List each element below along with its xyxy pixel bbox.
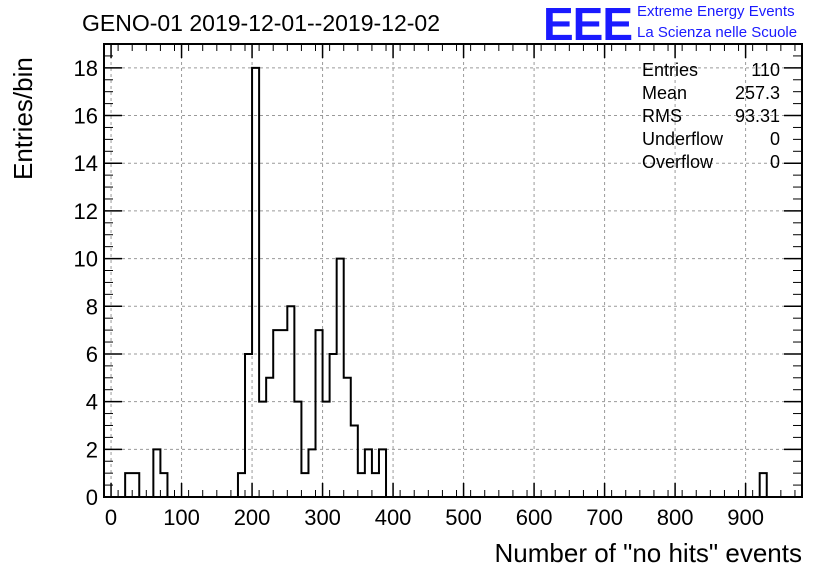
- x-tick-label: 300: [304, 505, 341, 530]
- grid-lines: [104, 44, 802, 497]
- stat-row-overflow: Overflow 0: [642, 151, 780, 174]
- logo-text-line2: La Scienza nelle Scuole: [637, 24, 798, 41]
- y-tick-label: 10: [74, 247, 98, 272]
- x-tick-label: 400: [375, 505, 412, 530]
- stat-row-underflow: Underflow 0: [642, 128, 780, 151]
- x-tick-label: 600: [516, 505, 553, 530]
- stat-value: 257.3: [734, 83, 780, 103]
- logo-text-line1: Extreme Energy Events: [637, 3, 795, 20]
- x-tick-label: 700: [586, 505, 623, 530]
- x-tick-label: 0: [105, 505, 117, 530]
- stat-row-entries: Entries 110: [642, 59, 780, 82]
- y-tick-label: 8: [86, 294, 98, 319]
- stat-value: 0: [769, 129, 780, 149]
- y-axis-label: Entries/bin: [8, 57, 38, 180]
- x-tick-label: 200: [234, 505, 271, 530]
- x-tick-label: 100: [163, 505, 200, 530]
- y-tick-label: 6: [86, 342, 98, 367]
- y-tick-label: 18: [74, 56, 98, 81]
- x-tick-label: 900: [727, 505, 764, 530]
- y-tick-label: 4: [86, 390, 98, 415]
- stat-label: Underflow: [642, 129, 724, 149]
- stat-label: RMS: [642, 106, 682, 126]
- y-tick-label: 2: [86, 437, 98, 462]
- stat-value: 93.31: [734, 106, 780, 126]
- stat-label: Entries: [642, 60, 699, 80]
- stats-box: Entries 110 Mean 257.3 RMS 93.31 Underfl…: [642, 59, 780, 174]
- eee-logo: EEE: [543, 0, 633, 50]
- x-tick-label: 800: [657, 505, 694, 530]
- y-tick-label: 12: [74, 199, 98, 224]
- stat-row-rms: RMS 93.31: [642, 105, 780, 128]
- stat-label: Overflow: [642, 152, 714, 172]
- axis-ticks: [103, 43, 802, 498]
- axis-tick-labels: 0 100 200 300 400 500 600 700 800 900 0 2 4 6 8 10 12 14 1…: [74, 56, 764, 530]
- y-tick-label: 14: [74, 151, 98, 176]
- stat-value: 110: [751, 60, 780, 80]
- histogram-step-line: [124, 66, 768, 497]
- stat-row-mean: Mean 257.3: [642, 82, 780, 105]
- x-tick-label: 500: [445, 505, 482, 530]
- stat-value: 0: [769, 152, 780, 172]
- page-title: GENO-01 2019-12-01--2019-12-02: [82, 10, 440, 36]
- y-tick-label: 16: [74, 104, 98, 129]
- y-tick-label: 0: [86, 485, 98, 510]
- stat-label: Mean: [642, 83, 688, 103]
- x-axis-label: Number of "no hits" events: [494, 538, 803, 568]
- eee-logo-mark: EEE: [543, 0, 633, 50]
